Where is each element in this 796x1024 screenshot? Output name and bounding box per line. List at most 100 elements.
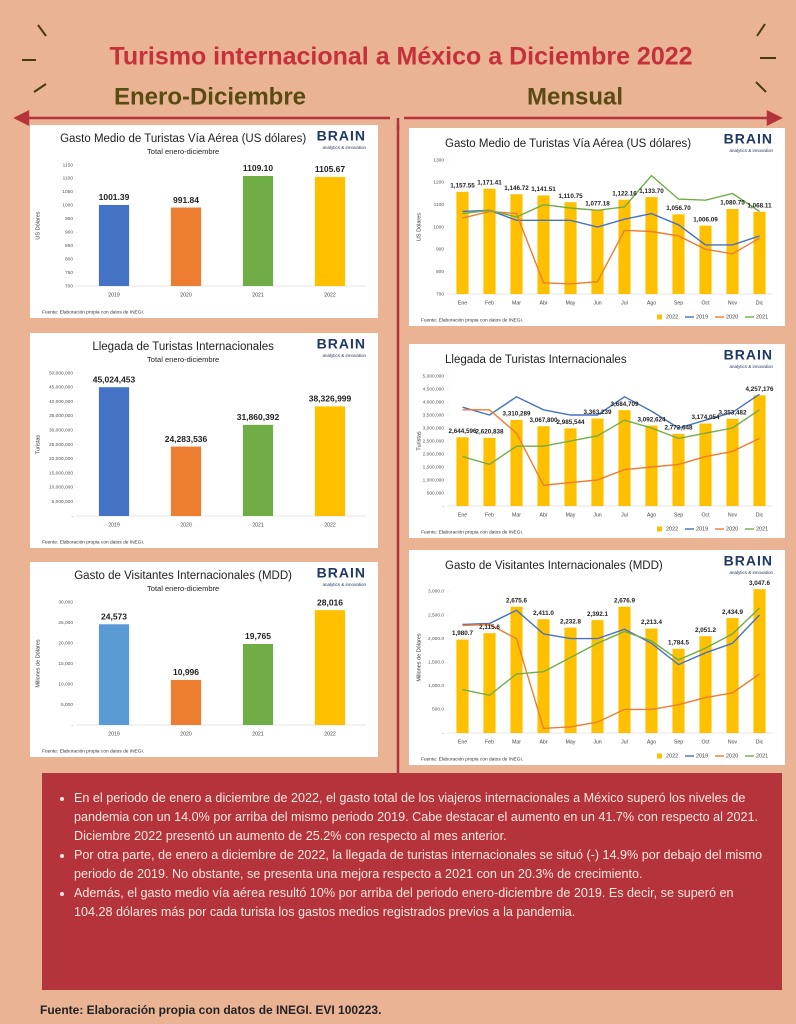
bar [645, 197, 658, 294]
bar [672, 433, 685, 506]
x-tick-label: 2020 [180, 731, 192, 737]
y-tick-label: 5,000 [61, 702, 73, 708]
y-tick-label: 10,000,000 [49, 485, 73, 491]
x-tick-label: Jul [621, 300, 628, 306]
chart: Gasto de Visitantes Internacionales (MDD… [35, 565, 366, 755]
y-tick-label: 20,000 [58, 640, 73, 646]
chart-title: Gasto Medio de Turistas Vía Aérea (US dó… [445, 138, 691, 150]
legend-label: 2019 [696, 314, 708, 320]
y-axis-label: Millones de Dólares [416, 633, 422, 682]
chart-card: Gasto de Visitantes Internacionales (MDD… [409, 550, 785, 765]
bar [314, 610, 346, 725]
bar [645, 425, 658, 506]
value-label: 2,051.2 [695, 627, 717, 634]
bar [726, 208, 739, 294]
bar [98, 624, 130, 725]
chart-card: Llegada de Turistas Internacionales Total… [30, 333, 378, 548]
chart-card: Gasto Medio de Turistas Vía Aérea (US dó… [409, 128, 785, 326]
legend-label: 2021 [756, 314, 768, 320]
legend-swatch [657, 314, 662, 320]
bar [726, 618, 739, 733]
line [462, 209, 760, 246]
y-tick-label: 20,000,000 [49, 456, 73, 462]
line [462, 174, 760, 218]
value-label: 1,056.70 [666, 205, 691, 212]
chart-note: Fuente: Elaboración propia con datos de … [42, 539, 144, 545]
bar [170, 446, 202, 516]
x-tick-label: May [566, 512, 576, 518]
chart-note: Fuente: Elaboración propia con datos de … [42, 309, 144, 315]
y-tick-label: 3,500,000 [423, 412, 445, 418]
line [462, 623, 760, 730]
y-tick-label: 2,500.0 [428, 612, 444, 618]
y-tick-label: 1000 [62, 203, 73, 209]
value-label: 2,644,596 [448, 428, 477, 435]
line [462, 409, 760, 466]
value-label: 38,326,999 [309, 394, 352, 404]
y-tick-label: 30,000,000 [49, 427, 73, 433]
x-tick-label: Abr [539, 512, 547, 518]
chart-card: Llegada de Turistas Internacionales BRAIN… [409, 344, 785, 538]
chart-title: Llegada de Turistas Internacionales [92, 341, 274, 353]
value-label: 1,133.70 [639, 188, 664, 195]
line [462, 609, 761, 666]
logo-tagline: analytics & innovation [322, 145, 366, 150]
y-tick-label: - [71, 514, 73, 519]
x-tick-label: Jul [621, 739, 628, 745]
x-tick-label: Mar [512, 512, 521, 518]
chart: Llegada de Turistas Internacionales BRAIN… [416, 347, 774, 536]
chart: Gasto Medio de Turistas Vía Aérea (US dó… [35, 128, 366, 316]
bar [699, 636, 712, 733]
bar [314, 406, 346, 516]
chart-subtitle: Total enero-diciembre [147, 147, 219, 156]
value-label: 4,257,176 [745, 386, 774, 393]
x-tick-label: 2022 [324, 292, 336, 298]
x-tick-label: Feb [485, 512, 494, 518]
x-tick-label: 2022 [324, 522, 336, 528]
line [462, 409, 760, 486]
chart-title: Gasto Medio de Turistas Vía Aérea (US dó… [60, 133, 306, 145]
y-tick-label: 4,500,000 [423, 386, 445, 392]
value-label: 2,434.9 [722, 609, 744, 616]
bar [510, 194, 523, 294]
bar [242, 424, 274, 516]
y-tick-label: 30,000 [58, 599, 73, 605]
x-tick-label: Dic [756, 739, 764, 745]
note: En el periodo de enero a diciembre de 20… [74, 789, 768, 846]
logo-name: BRAIN [724, 347, 773, 363]
value-label: 10,996 [173, 667, 199, 677]
x-tick-label: 2020 [180, 292, 192, 298]
logo-tagline: analytics & innovation [729, 570, 773, 575]
y-tick-label: 1,500,000 [423, 464, 445, 470]
y-tick-label: 800 [65, 256, 73, 262]
value-label: 24,573 [101, 612, 127, 622]
chart: Gasto Medio de Turistas Vía Aérea (US dó… [416, 131, 773, 324]
y-tick-label: 1100 [434, 202, 445, 208]
note: Además, el gasto medio vía aérea resultó… [74, 884, 768, 922]
x-tick-label: Ene [458, 739, 467, 745]
chart-note: Fuente: Elaboración propia con datos de … [421, 756, 523, 762]
bar [456, 437, 469, 506]
bar [753, 211, 766, 294]
x-tick-label: Abr [539, 300, 547, 306]
bar [564, 428, 577, 506]
y-tick-label: 1100 [63, 176, 74, 182]
bar [170, 679, 202, 725]
value-label: 1,980.7 [452, 630, 474, 637]
y-tick-label: 2,000,000 [423, 451, 445, 457]
logo-name: BRAIN [724, 131, 773, 147]
x-tick-label: Sep [674, 739, 683, 745]
y-tick-label: 1,000,000 [423, 477, 445, 483]
footer: Fuente: Elaboración propia con datos de … [40, 1003, 382, 1017]
logo-tagline: analytics & innovation [729, 148, 773, 153]
bar [170, 207, 202, 286]
bar [645, 628, 658, 733]
x-tick-label: Sep [674, 512, 683, 518]
bar [618, 199, 631, 294]
bar [753, 395, 766, 506]
value-label: 19,765 [245, 631, 271, 641]
left-heading: Enero-Diciembre [114, 83, 306, 110]
x-tick-label: Mar [512, 739, 521, 745]
y-tick-label: - [71, 723, 73, 728]
